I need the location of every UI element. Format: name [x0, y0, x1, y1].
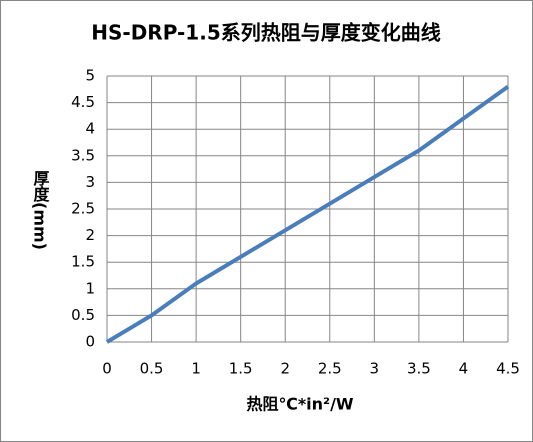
chart-title: HS-DRP-1.5系列热阻与厚度变化曲线: [91, 21, 440, 45]
x-tick-label: 1.5: [229, 360, 253, 378]
data-line: [105, 85, 510, 344]
y-tick-label: 2: [85, 226, 95, 244]
y-tick-label: 4.5: [71, 93, 95, 111]
y-tick-label: 1.5: [71, 253, 95, 271]
y-tick-label: 0.5: [71, 306, 95, 324]
x-tick-label: 0: [102, 360, 112, 378]
y-tick-label: 1: [85, 279, 95, 297]
y-tick-label: 3: [85, 173, 95, 191]
x-tick-label: 3.5: [407, 360, 431, 378]
x-axis-label: 热阻℃*in²/W: [246, 395, 353, 414]
y-tick-label: 5: [85, 67, 95, 85]
x-tick-label: 3: [370, 360, 380, 378]
y-axis-label: 厚度(mm): [31, 170, 50, 250]
x-tick-label: 1: [191, 360, 201, 378]
x-tick-label: 4: [459, 360, 469, 378]
x-tick-label: 0.5: [140, 360, 164, 378]
y-tick-label: 3.5: [71, 146, 95, 164]
y-tick-label: 0: [85, 333, 95, 351]
x-tick-label: 2.5: [318, 360, 342, 378]
x-tick-label: 2: [280, 360, 290, 378]
x-tick-label: 4.5: [496, 360, 520, 378]
y-tick-label: 4: [85, 120, 95, 138]
y-tick-label: 2.5: [71, 200, 95, 218]
